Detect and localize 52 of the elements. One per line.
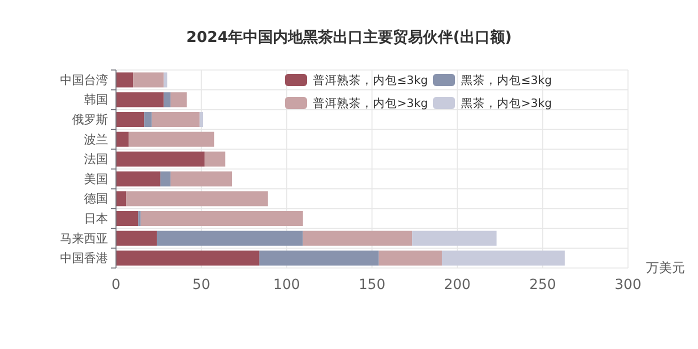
bar	[412, 230, 497, 246]
legend-label: 普洱熟茶，内包≤3kg	[313, 73, 428, 87]
bar	[116, 112, 144, 127]
bar	[116, 250, 260, 266]
x-tick-label: 50	[192, 277, 210, 293]
bar	[126, 191, 268, 206]
bar	[442, 250, 565, 266]
bar	[138, 211, 141, 226]
bar	[140, 211, 303, 226]
y-tick-label: 美国	[84, 172, 108, 186]
x-tick-label: 200	[444, 277, 471, 293]
bar	[302, 230, 412, 246]
bar	[116, 191, 126, 206]
y-tick-label: 马来西亚	[60, 231, 108, 246]
chart-title: 2024年中国内地黑茶出口主要贸易伙伴(出口额)	[186, 28, 512, 46]
bar	[170, 92, 187, 108]
bar	[156, 230, 303, 246]
legend-label: 黑茶，内包≤3kg	[461, 73, 552, 87]
y-tick-label: 德国	[84, 192, 108, 206]
x-tick-label: 100	[273, 277, 300, 293]
bar	[116, 92, 164, 108]
bar	[116, 132, 129, 147]
bar	[204, 152, 226, 167]
bar	[164, 92, 171, 108]
y-tick-label: 韩国	[84, 92, 108, 107]
bar	[152, 112, 200, 127]
x-tick-label: 150	[358, 277, 386, 293]
bar	[144, 112, 152, 127]
bar	[160, 171, 171, 186]
bar	[128, 132, 214, 147]
bar	[378, 250, 442, 266]
bar	[200, 112, 204, 127]
bar	[170, 171, 232, 186]
bar	[259, 250, 379, 266]
y-tick-label: 日本	[84, 212, 108, 226]
bar	[116, 152, 205, 167]
legend-label: 黑茶，内包>3kg	[461, 96, 552, 110]
legend-label: 普洱熟茶，内包>3kg	[313, 96, 428, 110]
y-tick-label: 中国台湾	[60, 72, 108, 87]
x-tick-label: 250	[529, 277, 556, 293]
x-tick-label: 300	[614, 277, 642, 293]
bar	[133, 72, 164, 88]
y-tick-label: 波兰	[84, 132, 108, 146]
x-tick-label: 0	[112, 277, 120, 293]
bar	[116, 72, 134, 88]
y-tick-label: 中国香港	[60, 251, 108, 266]
bar	[116, 171, 160, 186]
x-axis-title: 万美元	[646, 260, 685, 276]
bar	[116, 230, 157, 246]
y-tick-label: 俄罗斯	[72, 112, 108, 126]
y-tick-label: 法国	[84, 152, 108, 166]
bar	[116, 211, 138, 226]
